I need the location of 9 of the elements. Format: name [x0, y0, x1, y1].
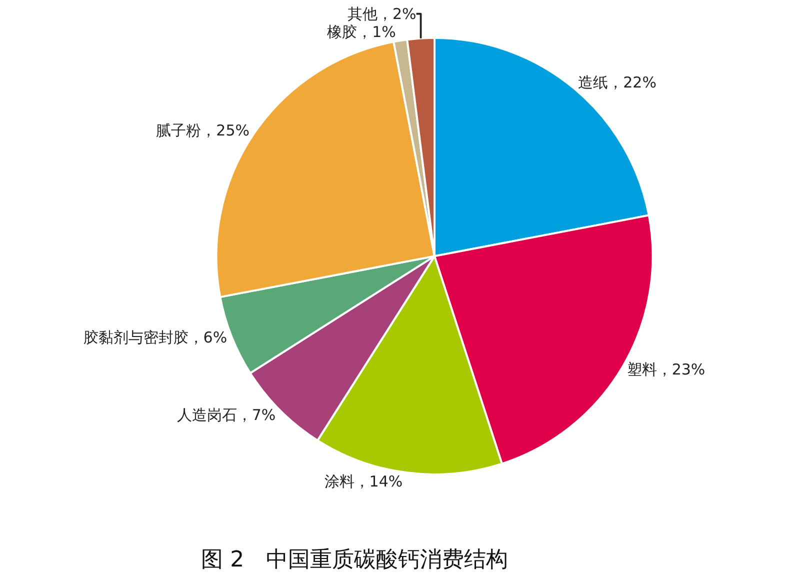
slice-label: 造纸，22% — [578, 74, 656, 92]
slice-label: 橡胶，1% — [327, 22, 396, 41]
slice-label: 胶黏剂与密封胶，6% — [83, 328, 228, 347]
slice-label: 涂料，14% — [324, 472, 403, 491]
slice-label: 人造岗石，7% — [176, 406, 276, 424]
slice-label: 塑料，23% — [626, 360, 706, 379]
text: 图 2 中国重质碳酸钙消费结构 — [201, 547, 508, 572]
slice-label: 腻子粉，25% — [156, 122, 250, 140]
slice-label: 其他，2% — [348, 4, 416, 23]
